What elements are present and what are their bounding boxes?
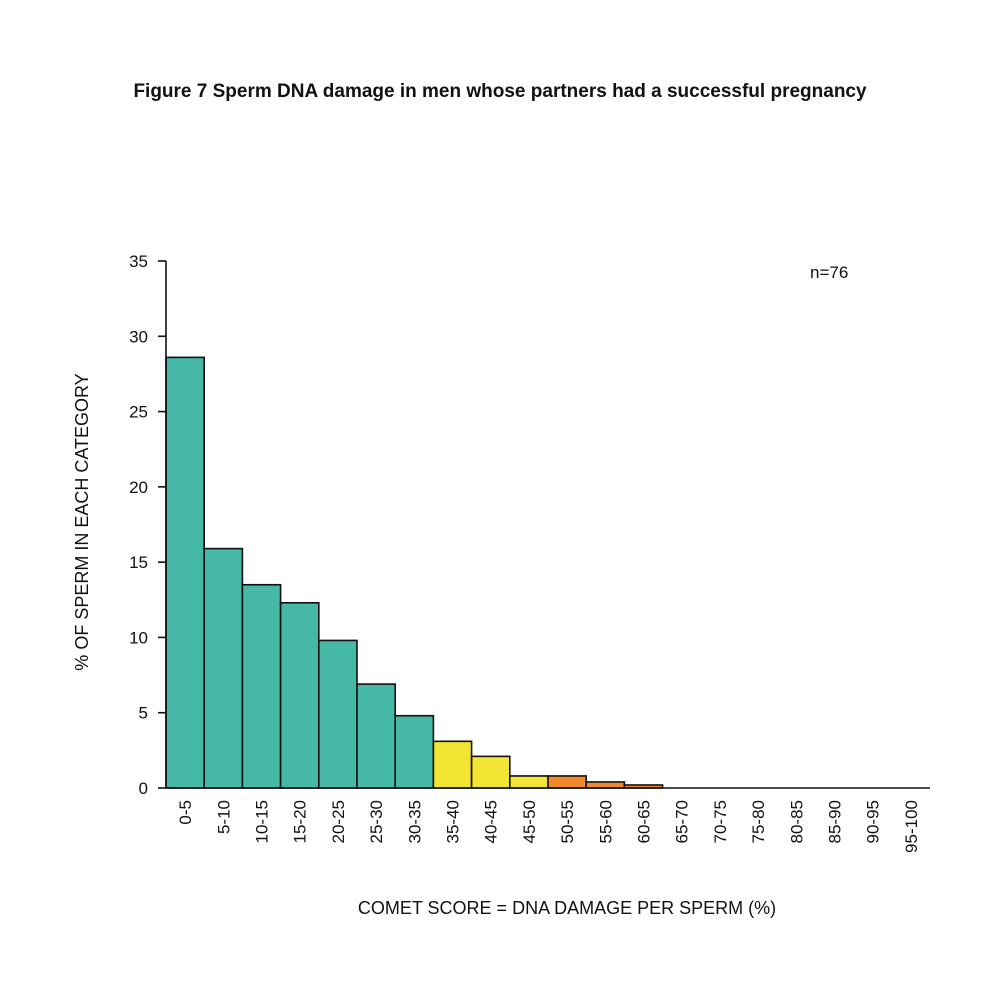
bar-25-30 (356, 683, 397, 789)
bar-50-55 (547, 775, 588, 789)
sample-size-annotation: n=76 (810, 263, 848, 282)
x-tick-label: 80-85 (787, 800, 806, 843)
bar-55-60 (585, 781, 626, 789)
x-tick-label: 35-40 (444, 800, 463, 843)
x-tick-label: 25-30 (367, 800, 386, 843)
bar-5-10 (203, 547, 244, 789)
bar-10-15 (241, 583, 282, 789)
x-tick-label: 40-45 (482, 800, 501, 843)
x-tick-label: 20-25 (329, 800, 348, 843)
bar-40-45 (470, 755, 511, 789)
x-tick-label: 5-10 (214, 800, 233, 834)
chart-title: Figure 7 Sperm DNA damage in men whose p… (133, 81, 867, 102)
y-tick-label: 20 (129, 478, 148, 497)
y-tick-label: 25 (129, 403, 148, 422)
x-tick-label: 75-80 (749, 800, 768, 843)
x-tick-label: 0-5 (176, 800, 195, 825)
bar-20-25 (317, 639, 358, 789)
bar-30-35 (394, 714, 435, 789)
labels-layer: 0 5 10 15 20 25 30 35 0-5 5-10 10-15 15-20 20-25 25-3… (72, 252, 921, 918)
y-axis-title: % OF SPERM IN EACH CATEGORY (72, 373, 92, 670)
x-tick-label: 85-90 (826, 800, 845, 843)
bars-layer (165, 356, 664, 789)
x-tick-label: 90-95 (864, 800, 883, 843)
y-tick-label: 0 (139, 779, 148, 798)
bar-15-20 (279, 601, 320, 789)
bar-45-50 (508, 775, 549, 789)
x-tick-label: 50-55 (558, 800, 577, 843)
x-tick-label: 15-20 (291, 800, 310, 843)
x-tick-label: 30-35 (405, 800, 424, 843)
axes-layer (158, 260, 930, 789)
bar-35-40 (432, 740, 473, 789)
y-tick-label: 35 (129, 252, 148, 271)
bar-0-5 (165, 356, 206, 789)
y-tick-label: 10 (129, 628, 148, 647)
x-tick-label: 55-60 (596, 800, 615, 843)
y-tick-label: 30 (129, 327, 148, 346)
y-tick-label: 5 (139, 704, 148, 723)
x-tick-label: 65-70 (673, 800, 692, 843)
x-tick-label: 70-75 (711, 800, 730, 843)
x-tick-label: 10-15 (253, 800, 272, 843)
y-tick-label: 15 (129, 553, 148, 572)
x-tick-label: 95-100 (902, 800, 921, 853)
x-axis-title: COMET SCORE = DNA DAMAGE PER SPERM (%) (358, 898, 776, 918)
x-tick-label: 60-65 (635, 800, 654, 843)
x-tick-label: 45-50 (520, 800, 539, 843)
